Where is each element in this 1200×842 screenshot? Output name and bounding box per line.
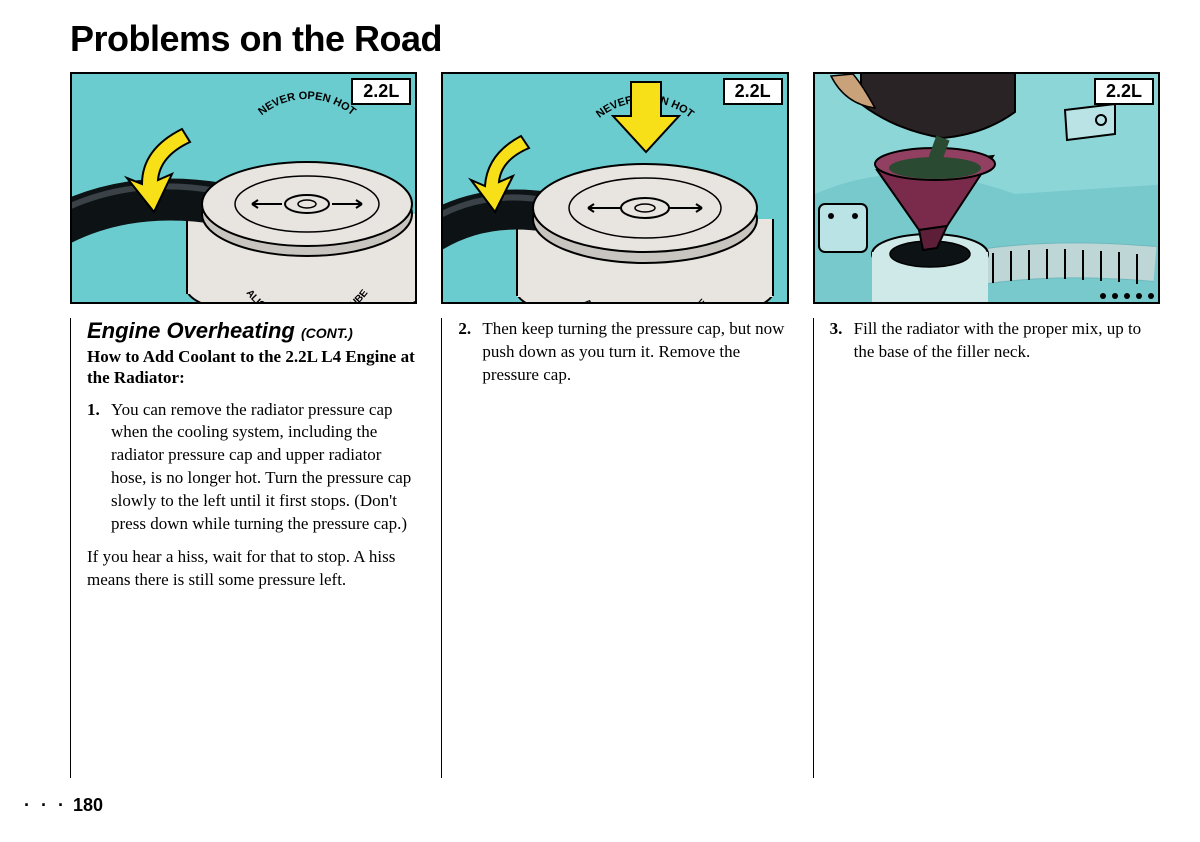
page-number-value: 180 [73,795,103,815]
section-cont: (CONT.) [301,325,353,341]
step-text: Fill the radiator with the proper mix, u… [854,318,1160,364]
paragraph: If you hear a hiss, wait for that to sto… [87,546,417,592]
step-number: 3. [830,318,850,364]
svg-text:NEVER OPEN HOT: NEVER OPEN HOT [256,90,358,118]
column-3: 3. Fill the radiator with the proper mix… [813,318,1160,778]
page-dots: · · · [24,795,67,815]
step-3: 3. Fill the radiator with the proper mix… [830,318,1160,364]
step-1: 1. You can remove the radiator pressure … [87,399,417,537]
step-number: 1. [87,399,107,537]
panel-label: 2.2L [1094,78,1154,105]
illustration-panel-3: 2.2L [813,72,1160,304]
column-1: Engine Overheating (CONT.) How to Add Co… [70,318,417,778]
illustration-panel-1: 2.2L NEVER OPEN HOT [70,72,417,304]
panel-label: 2.2L [351,78,411,105]
step-2: 2. Then keep turning the pressure cap, b… [458,318,788,387]
panel-label: 2.2L [723,78,783,105]
illustration-panel-2: 2.2L NEVER OPEN HOT [441,72,788,304]
step-text: You can remove the radiator pressure cap… [111,399,417,537]
section-title: Engine Overheating [87,318,295,343]
column-2: 2. Then keep turning the pressure cap, b… [441,318,788,778]
step-number: 2. [458,318,478,387]
page-title: Problems on the Road [70,18,1160,60]
text-columns: Engine Overheating (CONT.) How to Add Co… [70,318,1160,778]
sub-heading: How to Add Coolant to the 2.2L L4 Engine… [87,346,417,389]
section-heading: Engine Overheating (CONT.) [87,318,417,344]
page-number: · · · 180 [24,795,103,816]
illustration-row: 2.2L NEVER OPEN HOT [70,72,1160,304]
step-text: Then keep turning the pressure cap, but … [482,318,788,387]
